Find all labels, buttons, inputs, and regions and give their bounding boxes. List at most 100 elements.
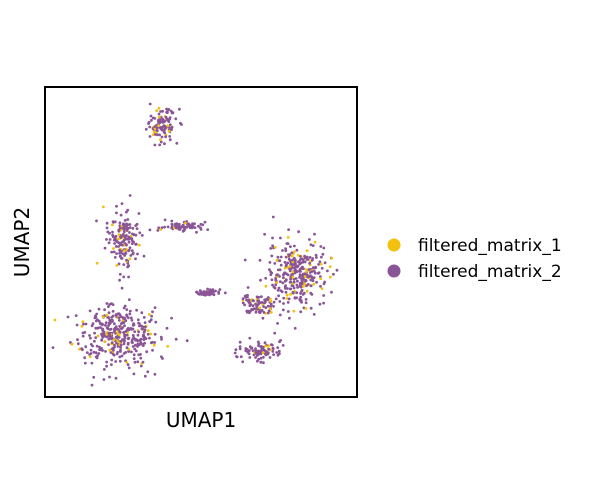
scatter-point (284, 255, 288, 259)
scatter-point (143, 374, 147, 378)
scatter-point (185, 225, 189, 229)
scatter-point (122, 342, 126, 346)
scatter-point (122, 263, 126, 266)
scatter-point (261, 351, 265, 354)
scatter-point (203, 220, 207, 224)
scatter-point (310, 278, 314, 282)
scatter-point (299, 295, 303, 299)
scatter-point (110, 316, 114, 319)
scatter-point (279, 236, 282, 240)
scatter-point (271, 283, 274, 287)
scatter-point (108, 318, 112, 322)
scatter-point (116, 240, 119, 244)
scatter-point (133, 347, 137, 351)
scatter-point (319, 277, 322, 280)
scatter-point (138, 324, 141, 328)
scatter-point (265, 297, 268, 301)
scatter-point (146, 332, 150, 336)
scatter-point (268, 297, 272, 301)
scatter-point (126, 363, 130, 367)
scatter-point (113, 345, 116, 349)
scatter-point (151, 310, 154, 314)
scatter-point (115, 352, 119, 356)
scatter-point (118, 272, 122, 276)
scatter-point (296, 286, 299, 289)
scatter-point (92, 375, 96, 379)
scatter-point (97, 307, 101, 311)
scatter-point (308, 238, 311, 241)
scatter-point (136, 333, 140, 337)
scatter-point (150, 314, 154, 318)
scatter-point (93, 331, 96, 335)
scatter-point (148, 320, 151, 323)
scatter-point (96, 326, 99, 330)
scatter-point (278, 352, 281, 355)
scatter-point (126, 265, 129, 269)
scatter-point (315, 256, 318, 259)
scatter-point (105, 238, 108, 241)
legend-label-filtered-matrix-1: filtered_matrix_1 (418, 236, 562, 256)
scatter-point (239, 355, 243, 359)
scatter-point (294, 262, 297, 265)
scatter-point (117, 233, 121, 237)
scatter-point (119, 315, 123, 318)
scatter-point (246, 286, 250, 289)
scatter-point (156, 126, 159, 130)
scatter-point (157, 226, 161, 230)
scatter-point (136, 252, 139, 256)
scatter-point (284, 278, 288, 281)
scatter-point (290, 284, 294, 287)
scatter-point (292, 256, 296, 260)
scatter-point (268, 307, 272, 310)
scatter-point (130, 350, 133, 354)
scatter-point (323, 261, 327, 265)
scatter-point (112, 338, 116, 341)
scatter-point (149, 318, 153, 322)
scatter-point (309, 243, 313, 247)
scatter-point (134, 349, 138, 353)
scatter-point (132, 322, 136, 326)
scatter-point (134, 233, 138, 237)
scatter-point (110, 223, 114, 227)
scatter-point (176, 223, 179, 226)
scatter-point (190, 226, 194, 230)
scatter-point (101, 349, 104, 352)
scatter-point (293, 244, 296, 248)
scatter-point (103, 246, 107, 250)
scatter-point (136, 318, 140, 322)
scatter-point (313, 240, 317, 244)
scatter-point (254, 302, 257, 306)
scatter-point (104, 323, 107, 327)
scatter-point (91, 322, 95, 326)
scatter-point (135, 227, 139, 231)
scatter-point (161, 109, 165, 113)
scatter-point (121, 233, 125, 236)
scatter-point (111, 230, 114, 234)
scatter-point (247, 349, 251, 352)
scatter-point (309, 306, 313, 310)
scatter-point (306, 258, 310, 261)
scatter-point (299, 282, 303, 286)
scatter-point (281, 249, 284, 252)
scatter-point (268, 356, 272, 359)
scatter-point (105, 221, 109, 225)
scatter-point (180, 123, 183, 126)
scatter-point (85, 351, 89, 354)
scatter-point (295, 283, 299, 287)
scatter-point (264, 284, 268, 288)
scatter-point (142, 333, 145, 337)
scatter-point (260, 309, 264, 312)
scatter-point (318, 302, 322, 306)
scatter-point (319, 245, 323, 248)
scatter-point (271, 215, 275, 219)
scatter-point (286, 310, 290, 313)
scatter-point (261, 316, 265, 320)
scatter-point (137, 212, 141, 215)
scatter-point (80, 324, 84, 328)
scatter-point (153, 341, 157, 344)
scatter-point (271, 244, 274, 248)
scatter-point (304, 301, 308, 305)
scatter-point (155, 109, 159, 113)
scatter-point (105, 313, 109, 317)
scatter-point (165, 326, 169, 330)
